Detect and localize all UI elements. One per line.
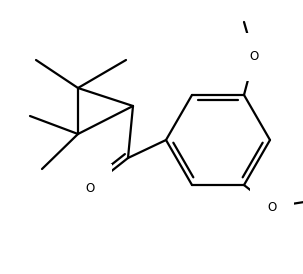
Text: O: O (267, 201, 277, 213)
Text: O: O (249, 50, 259, 64)
Text: O: O (85, 181, 95, 195)
